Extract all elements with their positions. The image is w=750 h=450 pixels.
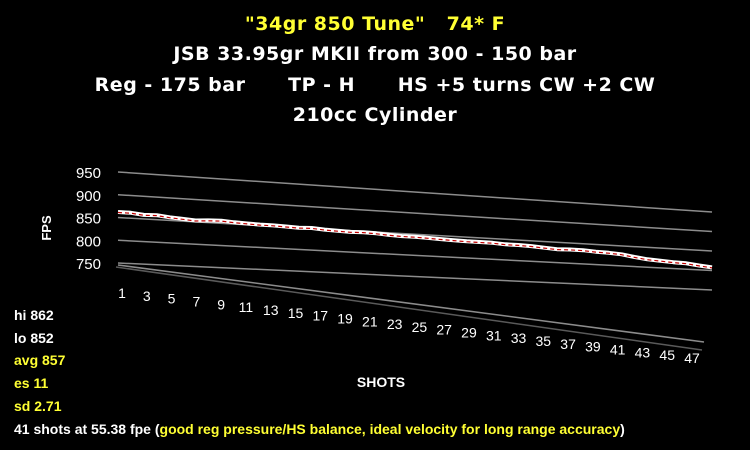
summary-suffix: ) bbox=[620, 421, 625, 437]
x-tick-label-39: 39 bbox=[585, 339, 601, 355]
gridlines bbox=[115, 171, 713, 351]
x-tick-label-11: 11 bbox=[239, 299, 254, 315]
chart-title: "34gr 850 Tune" 74* F bbox=[244, 13, 506, 35]
gridline-900 bbox=[117, 194, 713, 233]
chart-subtitle-ammo: JSB 33.95gr MKII from 300 - 150 bar bbox=[173, 43, 577, 65]
chart-subtitle-cylinder: 210cc Cylinder bbox=[292, 104, 458, 126]
x-tick-label-1: 1 bbox=[118, 285, 126, 301]
x-tick-label-47: 47 bbox=[684, 350, 700, 366]
gridline-800 bbox=[117, 239, 713, 272]
stat-es: es 11 bbox=[14, 375, 49, 391]
y-axis-label: FPS bbox=[39, 215, 54, 241]
x-tick-label-15: 15 bbox=[288, 305, 304, 321]
x-axis-label: SHOTS bbox=[357, 374, 405, 390]
x-tick-label-35: 35 bbox=[536, 333, 552, 349]
x-tick-label-31: 31 bbox=[486, 327, 502, 343]
x-tick-label-43: 43 bbox=[635, 344, 651, 360]
series-layer bbox=[117, 210, 713, 270]
floor-front-edge bbox=[115, 266, 703, 351]
shot-summary: 41 shots at 55.38 fpe (good reg pressure… bbox=[14, 421, 625, 437]
stat-hi: hi 862 bbox=[14, 307, 54, 323]
x-tick-label-37: 37 bbox=[560, 336, 576, 352]
x-tick-label-21: 21 bbox=[362, 313, 378, 329]
y-tick-label-750: 750 bbox=[76, 256, 101, 273]
x-tick-labels: 1 3 5 7 9 11 13 15 17 19 21 23 25 27 29 31 33 35 37 39 41 43 4… bbox=[118, 285, 700, 366]
x-tick-label-19: 19 bbox=[337, 310, 353, 326]
x-tick-label-45: 45 bbox=[659, 347, 675, 363]
stat-avg: avg 857 bbox=[14, 352, 66, 368]
x-tick-label-23: 23 bbox=[387, 316, 403, 332]
chart-subtitle-settings: Reg - 175 bar TP - H HS +5 turns CW +2 C… bbox=[94, 74, 656, 96]
x-tick-label-5: 5 bbox=[168, 291, 176, 307]
stat-lo: lo 852 bbox=[14, 330, 54, 346]
gridline-950 bbox=[117, 171, 713, 213]
y-tick-label-850: 850 bbox=[76, 211, 101, 228]
gridline-850 bbox=[117, 216, 713, 252]
x-tick-label-7: 7 bbox=[192, 293, 200, 309]
stat-sd: sd 2.71 bbox=[14, 398, 62, 414]
x-tick-label-17: 17 bbox=[312, 308, 328, 324]
gridline-750 bbox=[117, 262, 713, 291]
summary-note: good reg pressure/HS balance, ideal velo… bbox=[159, 421, 621, 437]
series-line-2 bbox=[117, 211, 713, 269]
series-line-1 bbox=[117, 210, 713, 270]
x-tick-label-25: 25 bbox=[412, 319, 428, 335]
x-tick-label-33: 33 bbox=[511, 330, 527, 346]
x-tick-label-3: 3 bbox=[143, 288, 151, 304]
y-tick-label-900: 900 bbox=[76, 188, 101, 205]
x-tick-label-9: 9 bbox=[217, 296, 225, 312]
y-tick-label-800: 800 bbox=[76, 233, 101, 250]
x-tick-label-13: 13 bbox=[263, 302, 279, 318]
x-tick-label-29: 29 bbox=[461, 325, 477, 341]
x-tick-label-27: 27 bbox=[436, 322, 452, 338]
summary-prefix: 41 shots at 55.38 fpe ( bbox=[14, 421, 160, 437]
y-tick-labels: 750 800 850 900 950 bbox=[76, 165, 101, 273]
floor-back-edge bbox=[117, 264, 705, 343]
x-tick-label-41: 41 bbox=[610, 342, 626, 358]
y-tick-label-950: 950 bbox=[76, 165, 101, 182]
